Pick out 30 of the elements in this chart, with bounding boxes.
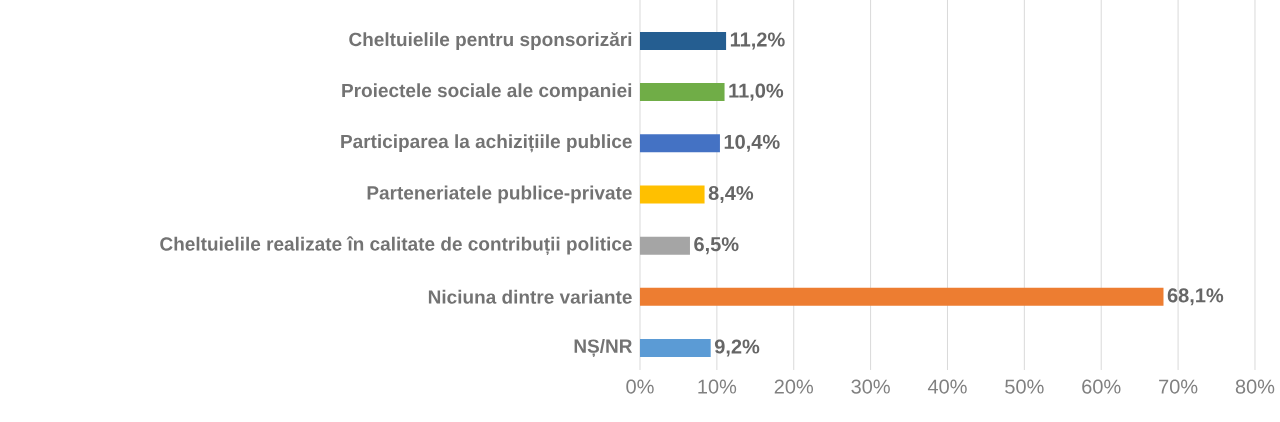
x-tick-label: 0% — [626, 379, 654, 394]
bar — [639, 185, 705, 204]
y-tick-label: Participarea la achizițiile publice — [341, 134, 632, 153]
x-tick-label: 80% — [1235, 379, 1275, 394]
y-tick-label: Parteneriatele publice-private — [367, 185, 632, 204]
bar — [639, 338, 711, 357]
x-tick-label: 50% — [1005, 379, 1044, 394]
x-tick-label: 40% — [927, 379, 967, 394]
y-tick-label: Cheltuielile pentru sponsorizări — [349, 31, 632, 50]
bar — [639, 134, 720, 153]
y-tick-label: Niciuna dintre variante — [428, 289, 632, 304]
bar — [639, 83, 725, 102]
y-tick-label: NȘ/NR — [574, 338, 633, 358]
data-label: 9,2% — [714, 339, 760, 357]
data-label: 6,5% — [694, 237, 739, 255]
x-tick-label: 60% — [1082, 379, 1121, 394]
x-tick-label: 10% — [698, 379, 737, 394]
y-tick-label: Cheltuielile realizate în calitate de contribuții politice — [160, 236, 632, 255]
bar — [639, 287, 1164, 306]
data-label: 10,4% — [724, 134, 780, 152]
data-label: 11,0% — [729, 83, 784, 101]
y-tick-label: Proiectele sociale ale companiei — [342, 83, 632, 101]
x-tick-label: 30% — [851, 379, 890, 394]
x-tick-label: 20% — [774, 379, 814, 394]
x-tick-label: 70% — [1159, 379, 1198, 394]
data-label: 68,1% — [1167, 288, 1224, 306]
data-label: 11,2% — [730, 32, 785, 50]
bar — [639, 31, 727, 50]
data-label: 8,4% — [708, 185, 754, 203]
bar — [639, 236, 690, 255]
